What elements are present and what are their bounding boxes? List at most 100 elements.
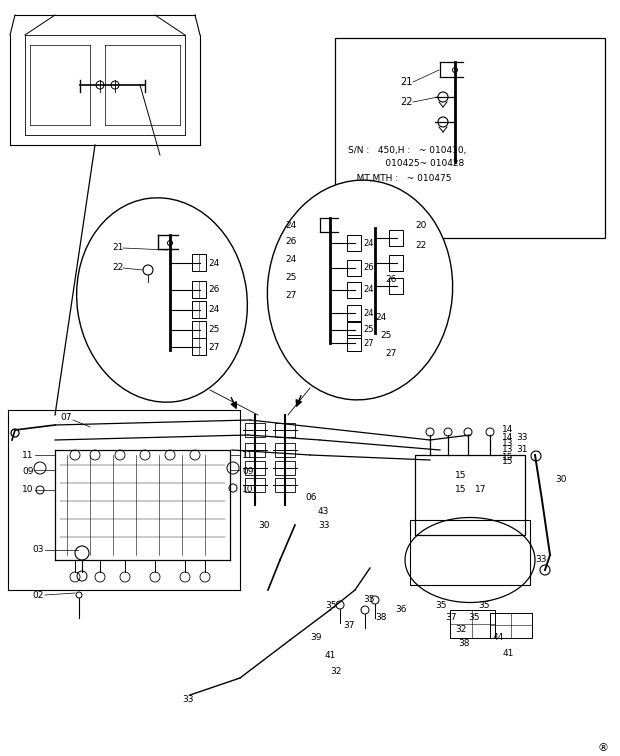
Text: 24: 24	[208, 259, 219, 268]
Text: 11: 11	[242, 451, 254, 460]
Text: 30: 30	[555, 476, 567, 485]
Bar	[389, 255, 403, 271]
Text: MT,MTH :   ~ 010475: MT,MTH : ~ 010475	[348, 173, 451, 182]
Text: 21: 21	[400, 77, 412, 87]
Bar	[275, 443, 295, 457]
Text: 26: 26	[285, 237, 296, 246]
Text: 27: 27	[285, 292, 296, 300]
Text: 22: 22	[112, 264, 123, 272]
Text: 20: 20	[415, 221, 427, 230]
Bar	[245, 443, 265, 457]
Bar	[275, 461, 295, 475]
Text: 33: 33	[535, 556, 546, 565]
Bar	[192, 338, 206, 355]
Text: 09: 09	[22, 467, 33, 476]
Text: 36: 36	[395, 606, 407, 615]
Text: 25: 25	[285, 274, 296, 283]
Text: 22: 22	[400, 97, 412, 107]
Text: 35: 35	[435, 600, 446, 609]
Text: 24: 24	[285, 256, 296, 265]
Text: 25: 25	[380, 330, 391, 339]
Bar	[347, 235, 361, 251]
Text: 43: 43	[318, 507, 329, 516]
Text: 24: 24	[363, 286, 373, 295]
Text: 25: 25	[363, 326, 373, 334]
Bar	[389, 230, 403, 246]
Text: 14: 14	[502, 432, 513, 442]
Text: 24: 24	[208, 305, 219, 314]
Text: 010425~ 010428: 010425~ 010428	[348, 160, 464, 169]
Bar	[415, 455, 525, 535]
Text: 14: 14	[502, 426, 513, 435]
Text: 24: 24	[363, 308, 373, 318]
Text: 10: 10	[242, 485, 254, 494]
Text: 37: 37	[445, 614, 456, 622]
Bar	[389, 278, 403, 294]
Text: 37: 37	[343, 621, 355, 630]
Text: 10: 10	[22, 485, 33, 494]
Text: 35: 35	[325, 600, 337, 609]
Text: 38: 38	[458, 640, 469, 649]
Bar	[192, 321, 206, 338]
Text: 33: 33	[318, 522, 329, 531]
Text: 32: 32	[330, 668, 342, 677]
Text: 13: 13	[502, 445, 513, 454]
Text: 24: 24	[363, 238, 373, 247]
Bar	[335, 38, 605, 238]
Text: 41: 41	[503, 649, 515, 658]
Text: 32: 32	[455, 625, 466, 634]
Text: 22: 22	[415, 240, 427, 249]
Ellipse shape	[267, 180, 453, 400]
Text: 15: 15	[502, 454, 513, 463]
Bar	[245, 478, 265, 492]
Text: 41: 41	[325, 650, 337, 659]
Text: 13: 13	[502, 439, 513, 448]
Bar	[192, 281, 206, 298]
Bar	[347, 322, 361, 338]
Text: 24: 24	[375, 314, 386, 323]
Text: 26: 26	[385, 275, 396, 284]
Text: ®: ®	[598, 743, 608, 753]
Text: 30: 30	[258, 520, 270, 529]
Text: 25: 25	[208, 326, 219, 334]
Ellipse shape	[405, 518, 535, 603]
Text: 31: 31	[516, 445, 528, 454]
Text: 39: 39	[310, 634, 322, 643]
Bar	[410, 520, 530, 585]
Text: 35: 35	[478, 600, 490, 609]
Text: 27: 27	[363, 339, 374, 348]
Text: 26: 26	[363, 264, 374, 272]
Bar	[347, 282, 361, 298]
Text: 33: 33	[182, 696, 193, 705]
Bar	[347, 305, 361, 321]
Text: 35: 35	[468, 614, 479, 622]
Text: 33: 33	[516, 432, 528, 442]
Text: 26: 26	[208, 286, 219, 295]
Text: 11: 11	[22, 451, 33, 460]
Text: 06: 06	[305, 494, 316, 503]
Text: 17: 17	[475, 485, 487, 494]
Bar	[347, 335, 361, 351]
Bar	[245, 423, 265, 437]
Ellipse shape	[77, 198, 247, 402]
Text: 15: 15	[455, 470, 466, 479]
Bar	[450, 610, 495, 638]
Text: 15: 15	[455, 485, 466, 494]
Text: 09: 09	[242, 467, 254, 476]
Text: 27: 27	[208, 342, 219, 352]
Bar	[275, 423, 295, 437]
Text: 15: 15	[502, 457, 513, 466]
Text: 27: 27	[385, 349, 396, 358]
Text: 02: 02	[32, 590, 43, 600]
Text: 44: 44	[493, 634, 504, 643]
Text: 21: 21	[112, 243, 123, 253]
Bar	[245, 461, 265, 475]
Bar	[347, 260, 361, 276]
Bar	[490, 613, 532, 638]
Text: 35: 35	[363, 596, 374, 605]
Text: 07: 07	[60, 414, 71, 423]
Text: 38: 38	[375, 614, 386, 622]
Text: S/N :   450,H :   ~ 010410,: S/N : 450,H : ~ 010410,	[348, 145, 466, 154]
Bar	[275, 478, 295, 492]
Text: 24: 24	[285, 221, 296, 230]
